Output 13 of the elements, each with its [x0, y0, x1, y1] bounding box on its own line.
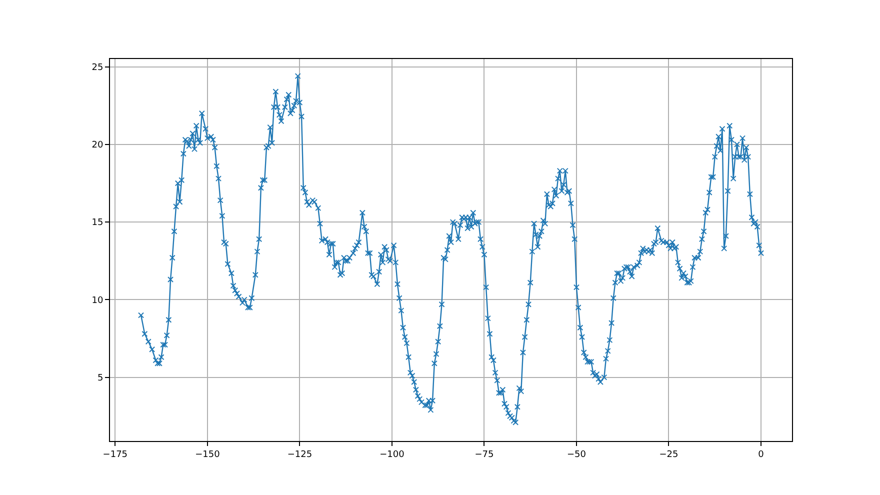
x-tick-label: −75 [474, 450, 494, 460]
x-tick-label: −125 [287, 450, 312, 460]
x-tick-label: −100 [380, 450, 405, 460]
x-tick-label: −175 [102, 450, 128, 460]
x-tick-label: −50 [566, 450, 586, 460]
x-tick-label: −150 [195, 450, 220, 460]
x-tick-label: 0 [758, 450, 764, 460]
x-tick-label: −25 [659, 450, 678, 460]
y-tick-label: 10 [92, 296, 104, 306]
y-tick-label: 15 [92, 218, 104, 228]
y-tick-label: 20 [92, 140, 104, 151]
y-tick-label: 25 [92, 62, 104, 73]
y-tick-label: 5 [97, 373, 104, 384]
